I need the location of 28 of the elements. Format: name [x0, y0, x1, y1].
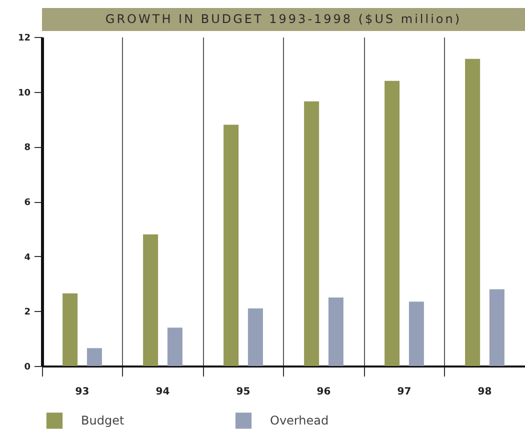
bar — [304, 101, 320, 366]
legend-label: Overhead — [270, 414, 329, 428]
x-tick-label: 97 — [397, 386, 412, 398]
y-tick-label: 10 — [18, 88, 30, 98]
x-tick-label: 95 — [236, 386, 250, 398]
x-tick-label: 96 — [316, 386, 331, 398]
bar — [224, 124, 239, 366]
chart-title: GROWTH IN BUDGET 1993-1998 ($US million) — [42, 8, 525, 31]
legend-label: Budget — [81, 414, 124, 428]
bar — [384, 80, 400, 366]
x-tick-label: 93 — [75, 386, 90, 398]
bar — [86, 348, 102, 366]
x-tick-label: 94 — [156, 386, 170, 398]
y-tick-label: 4 — [24, 252, 30, 263]
bar — [248, 308, 263, 366]
bar — [489, 289, 504, 366]
y-tick-label: 6 — [24, 198, 30, 208]
y-tick-label: 12 — [18, 34, 30, 44]
y-tick-label: 0 — [24, 362, 30, 372]
x-tick-label: 98 — [478, 386, 492, 398]
bar — [465, 58, 480, 366]
bar — [143, 234, 158, 366]
y-tick-label: 8 — [24, 143, 30, 154]
bar — [62, 293, 78, 366]
bar — [167, 328, 182, 366]
bar — [408, 302, 424, 366]
bar — [328, 297, 344, 366]
y-tick-label: 2 — [24, 308, 30, 318]
